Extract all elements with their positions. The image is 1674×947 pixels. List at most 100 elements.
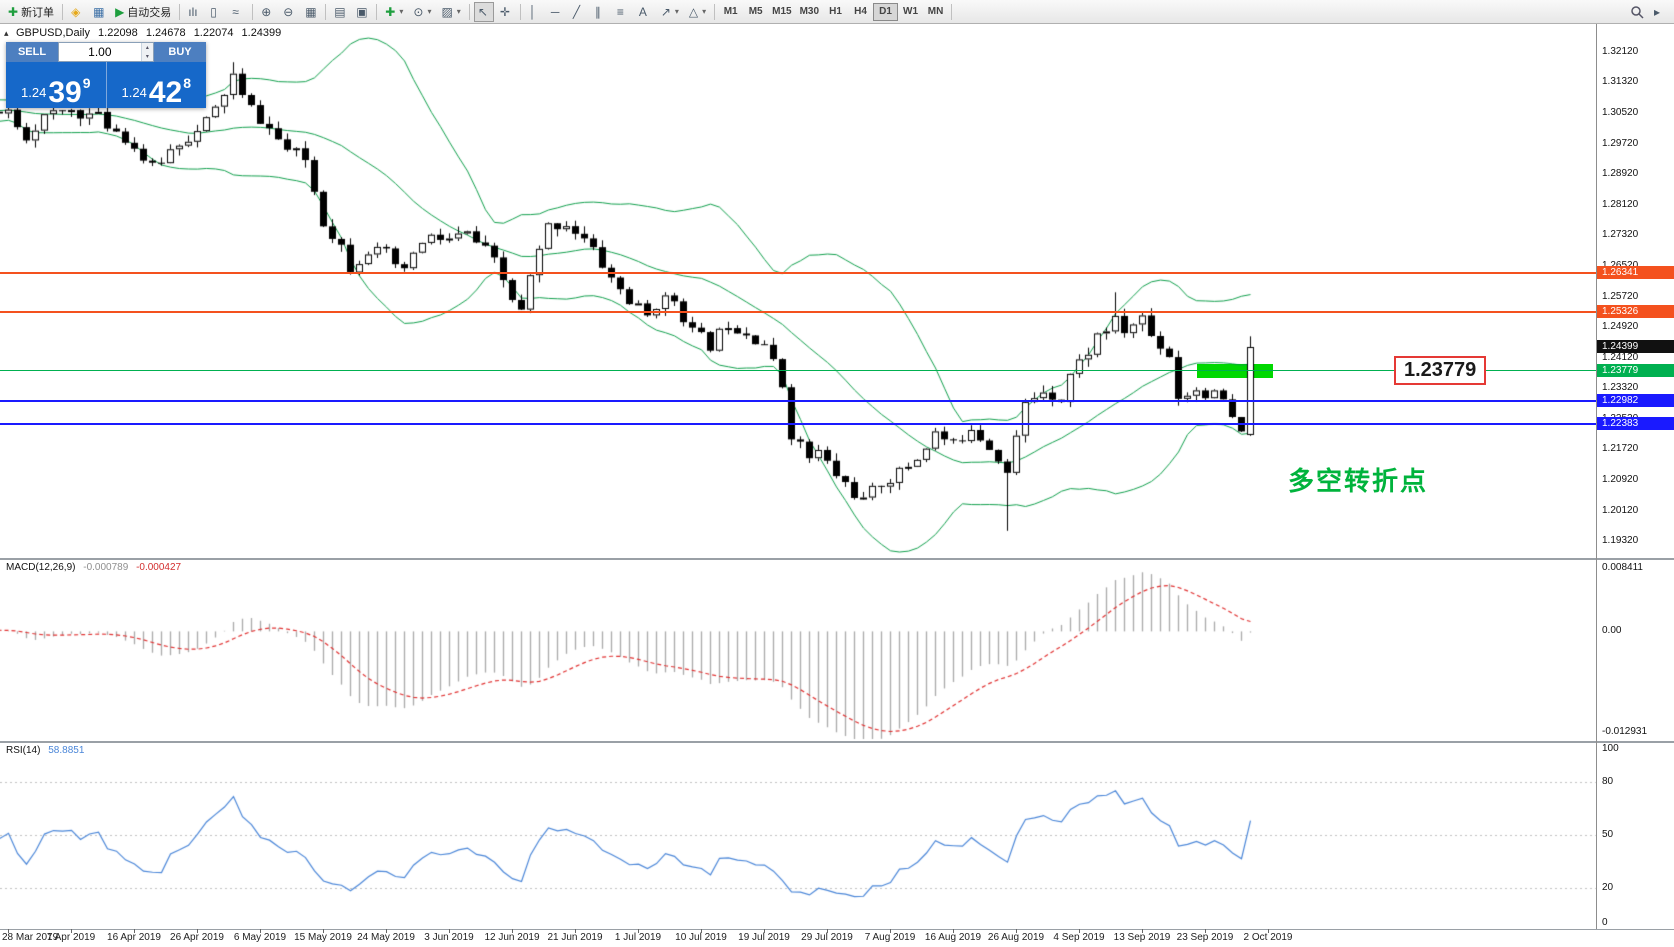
trendline-tool-button[interactable]: ╱ [569, 2, 589, 22]
price-tag-1.22982: 1.22982 [1597, 394, 1674, 408]
volume-up-button[interactable]: ▴ [141, 43, 153, 52]
date-label: 26 Aug 2019 [987, 932, 1045, 943]
volume-stepper: ▴ ▾ [140, 43, 153, 61]
arrows-tool-button[interactable]: ↗ ▾ [657, 2, 683, 22]
tf-m1-button[interactable]: M1 [718, 3, 743, 21]
one-click-toggle-icon[interactable]: ▴ [4, 28, 9, 38]
grid-toggle-button[interactable]: ▦ [301, 2, 321, 22]
hline-1.26341[interactable] [0, 271, 1596, 274]
hline-1.25326[interactable] [0, 310, 1596, 313]
tf-d1-button[interactable]: D1 [873, 2, 899, 21]
rsi-panel-separator[interactable] [0, 741, 1674, 743]
tf-m15-button[interactable]: M15 [768, 3, 795, 21]
crosshair-tool-button[interactable]: ✛ [496, 2, 516, 22]
date-tick [1268, 929, 1269, 933]
add-indicator-button[interactable]: ✚ ▾ [381, 2, 407, 22]
cursor-tool-button[interactable]: ↖ [473, 1, 494, 22]
volume-input[interactable] [59, 43, 141, 61]
shapes-tool-icon: △ [688, 4, 699, 19]
toolbar-separator [179, 3, 181, 20]
price-tag-1.25326: 1.25326 [1597, 304, 1674, 318]
high-value: 1.24678 [145, 27, 186, 39]
buy-price-fraction: 8 [183, 75, 191, 91]
horizontal-line-tool-icon: ─ [550, 4, 560, 19]
periods-button[interactable]: ⊙ ▾ [409, 2, 435, 22]
chevron-down-icon: ▾ [427, 7, 432, 16]
macd-signal-value: -0.000427 [136, 562, 182, 573]
new-order-button[interactable]: ✚ 新订单 [4, 2, 58, 22]
data-window-button[interactable]: ▦ [89, 2, 109, 22]
horizontal-line-tool-button[interactable]: ─ [547, 2, 567, 22]
tf-mn-button[interactable]: MN [923, 3, 948, 21]
toolbar-overflow-button[interactable]: ▸ [1650, 2, 1670, 22]
macd-panel-separator[interactable] [0, 558, 1674, 560]
chevron-down-icon: ▾ [399, 7, 404, 16]
buy-price-prefix: 1.24 [121, 85, 147, 100]
arrange-windows-button[interactable]: ▣ [352, 2, 372, 22]
vertical-line-tool-button[interactable]: │ [525, 2, 545, 22]
one-click-prices: 1.24 39 9 1.24 42 8 [6, 62, 206, 108]
date-label: 16 Apr 2019 [107, 932, 161, 943]
templates-button[interactable]: ▨ ▾ [437, 2, 464, 22]
date-label: 10 Jul 2019 [675, 932, 727, 943]
volume-box: ▴ ▾ [58, 42, 154, 62]
date-label: 6 May 2019 [233, 932, 287, 943]
sell-price-prefix: 1.24 [21, 85, 47, 100]
one-click-header: SELL ▴ ▾ BUY [6, 42, 206, 62]
date-tick [764, 929, 765, 933]
price-axis-label: 1.28120 [1602, 198, 1639, 210]
tile-windows-button[interactable]: ▤ [330, 2, 350, 22]
date-label: 7 Aug 2019 [864, 932, 916, 943]
date-label: 7 Apr 2019 [46, 932, 96, 943]
buy-price-box[interactable]: 1.24 42 8 [106, 62, 206, 109]
hline-1.23779[interactable] [0, 370, 1596, 372]
rsi-scale-label: 20 [1602, 881, 1614, 893]
price-tag-1.23779: 1.23779 [1597, 363, 1674, 377]
fibonacci-tool-button[interactable]: ≡ [613, 2, 633, 22]
arrows-tool-icon: ↗ [660, 4, 671, 19]
candlestick-chart-mode-button[interactable]: ▯ [206, 2, 226, 22]
volume-down-button[interactable]: ▾ [141, 52, 153, 61]
search-button[interactable] [1626, 2, 1648, 22]
buy-price-pips: 42 [148, 75, 183, 109]
equidistant-channel-tool-icon: ∥ [594, 4, 601, 19]
rsi-value: 58.8851 [48, 745, 85, 756]
hline-1.22982[interactable] [0, 400, 1596, 403]
equidistant-channel-tool-button[interactable]: ∥ [591, 2, 611, 22]
zoom-in-button[interactable]: ⊕ [257, 2, 277, 22]
one-click-trading-panel: SELL ▴ ▾ BUY 1.24 39 9 1.24 42 8 [6, 42, 206, 108]
zoom-out-icon: ⊖ [283, 4, 294, 19]
crosshair-tool-icon: ✛ [499, 4, 510, 19]
tf-w1-button[interactable]: W1 [898, 3, 923, 21]
rsi-scale-label: 50 [1602, 829, 1614, 840]
chevron-down-icon: ▾ [674, 7, 679, 16]
mql5-community-button[interactable]: ◈ [67, 2, 87, 22]
price-axis-label: 1.27320 [1602, 229, 1639, 241]
hline-1.22383[interactable] [0, 423, 1596, 426]
price-axis-label: 1.26520 [1602, 260, 1638, 271]
tf-h4-button[interactable]: H4 [848, 3, 873, 21]
line-chart-mode-button[interactable]: ≈ [228, 2, 248, 22]
sell-price-box[interactable]: 1.24 39 9 [6, 62, 107, 108]
toolbar: ✚ 新订单 ◈ ▦ ▶ 自动交易 ılı ▯ ≈ ⊕ ⊖ ▦ ▤ ▣ ✚ ▾ ⊙ ▾ ▨ ▾ ↖ ✛ │ ─ ╱ ∥ ≡ A ↗ ▾ △ ▾ M… [0, 0, 1674, 24]
autotrading-button[interactable]: ▶ 自动交易 [111, 2, 175, 22]
price-callout-label[interactable]: 1.23779 [1394, 355, 1487, 385]
shapes-tool-button[interactable]: △ ▾ [685, 2, 710, 22]
sell-button[interactable]: SELL [6, 42, 58, 62]
tf-m5-button[interactable]: M5 [743, 3, 768, 21]
tf-h1-button[interactable]: H1 [823, 3, 848, 21]
price-tag-1.22383: 1.22383 [1597, 417, 1674, 431]
text-tool-button[interactable]: A [635, 2, 655, 22]
bar-chart-mode-button[interactable]: ılı [184, 2, 204, 22]
date-label: 4 Sep 2019 [1053, 932, 1105, 943]
chinese-annotation[interactable]: 多空转折点 [1288, 466, 1429, 496]
buy-button[interactable]: BUY [154, 42, 206, 62]
zoom-out-button[interactable]: ⊖ [279, 2, 299, 22]
macd-scale-bottom: -0.012931 [1602, 726, 1648, 737]
chevron-down-icon: ▾ [702, 7, 707, 16]
symbol-label: GBPUSD,Daily [16, 27, 90, 39]
date-tick [575, 929, 576, 933]
tf-m30-button[interactable]: M30 [796, 3, 823, 21]
toolbar-right: ▸ [1625, 2, 1671, 22]
